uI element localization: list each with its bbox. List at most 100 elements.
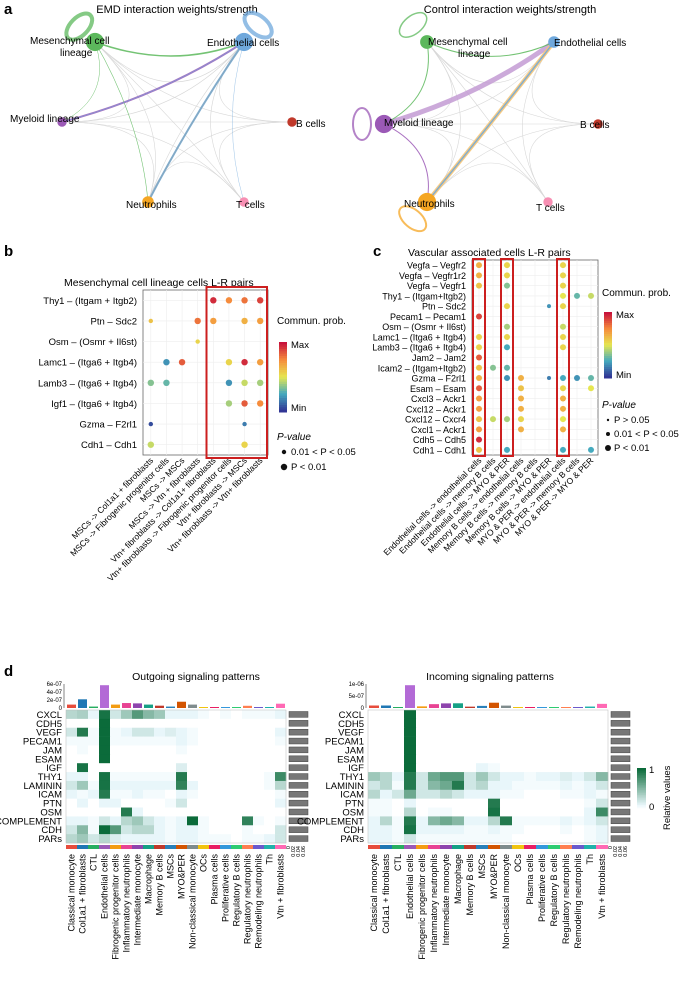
y-tick-label: Jam2 – Jam2: [412, 353, 466, 363]
heat-cell: [572, 834, 585, 844]
interaction-edge: [94, 41, 149, 203]
heat-cell: [500, 816, 513, 826]
heat-cell: [512, 754, 525, 764]
legend-b-title: Commun. prob.: [277, 316, 346, 327]
heat-cell: [440, 789, 453, 799]
heat-cell: [231, 834, 243, 844]
y-tick-label: Lamb3 – (Itga6 + Itgb4): [372, 343, 466, 353]
column-color-strip: [596, 845, 608, 849]
heat-cell: [392, 807, 405, 817]
heat-cell: [253, 798, 265, 808]
heat-cell: [476, 780, 489, 791]
dot-mark: [256, 317, 264, 325]
heat-cell: [187, 825, 199, 835]
heat-cell: [242, 816, 254, 826]
dot-mark: [476, 385, 482, 392]
heat-cell: [242, 736, 254, 746]
panel-label-c: c: [373, 243, 381, 260]
colorbar-segment: [604, 312, 612, 315]
dot-mark: [504, 416, 510, 423]
heat-cell: [176, 789, 188, 799]
node-label: Endothelial cells: [554, 38, 626, 49]
column-color-strip: [154, 845, 165, 849]
heat-cell: [264, 718, 276, 729]
heat-cell: [275, 754, 287, 764]
colorbar-segment: [604, 367, 612, 370]
column-label: Remodeling neutrophils: [254, 854, 264, 949]
heat-cell: [488, 710, 501, 720]
row-total-bar: [288, 720, 309, 727]
heat-cell: [132, 710, 144, 720]
column-label: Classical monocyte: [369, 854, 379, 932]
heat-cell: [242, 754, 254, 764]
heat-cell: [88, 718, 100, 729]
heat-cell: [392, 772, 405, 782]
heat-cell: [464, 763, 477, 773]
heat-cell: [464, 789, 477, 799]
heat-cell: [176, 718, 188, 729]
top-bar: [501, 705, 511, 708]
heat-colorbar-segment: [637, 806, 646, 809]
heat-cell: [488, 754, 501, 764]
heat-cell: [209, 816, 221, 826]
heat-cell: [110, 834, 122, 844]
column-label: Non-classical monocyte: [501, 854, 511, 949]
heat-cell: [209, 825, 221, 835]
heat-cell: [500, 834, 513, 844]
heat-cell: [220, 789, 232, 799]
heat-cell: [440, 825, 453, 835]
heat-cell: [264, 798, 276, 808]
dot-mark: [504, 375, 510, 382]
top-bar: [597, 703, 607, 708]
top-bar: [441, 703, 451, 708]
heat-cell: [380, 789, 393, 799]
mesenchymal-lr-dotplot: Mesenchymal cell lineage cells L-R pairs…: [38, 277, 356, 583]
row-total-bar: [610, 791, 631, 798]
top-bar: [381, 705, 391, 708]
heat-cell: [476, 710, 489, 720]
heat-cell: [99, 710, 111, 720]
row-label: PARs: [340, 834, 364, 845]
colorbar-segment: [279, 356, 287, 359]
heat-cell: [464, 772, 477, 782]
heat-cell: [392, 834, 405, 844]
heat-cell: [512, 710, 525, 720]
legend-c-title: Commun. prob.: [602, 288, 671, 299]
colorbar-segment: [604, 318, 612, 322]
heat-cell: [452, 754, 465, 764]
colorbar-segment: [604, 325, 612, 328]
heat-cell: [231, 736, 243, 746]
self-loop-edge: [398, 11, 428, 39]
heat-cell: [452, 825, 465, 835]
heat-colorbar-segment: [637, 784, 646, 787]
column-label: Fibrogenic progenitor cells: [111, 854, 121, 960]
heat-cell: [165, 816, 177, 826]
heat-cell: [77, 710, 89, 720]
heat-cell: [368, 754, 381, 764]
heat-cell: [368, 772, 381, 782]
heat-cell: [440, 710, 453, 720]
heat-cell: [220, 807, 232, 817]
column-color-strip: [404, 845, 416, 849]
heat-cell: [143, 718, 155, 729]
legend-b-p1: 0.01 < P < 0.05: [291, 447, 356, 458]
dot-mark: [504, 344, 510, 351]
column-label: CTL: [89, 854, 99, 871]
heat-cell: [452, 736, 465, 746]
heat-cell: [584, 763, 597, 773]
heat-cell: [416, 754, 429, 764]
heat-cell: [548, 798, 561, 808]
heat-cell: [500, 710, 513, 720]
heat-cell: [452, 834, 465, 844]
heat-cell: [524, 718, 537, 729]
heat-cell: [264, 763, 276, 773]
row-total-bar: [288, 755, 309, 762]
row-label: JAM: [345, 745, 364, 756]
heat-cell: [66, 789, 78, 799]
y-tick-label: Vegfa – Vegfr2: [407, 261, 466, 271]
mesh-edge: [219, 121, 293, 203]
heatmap-frame: [367, 709, 609, 844]
highlight-box: [500, 258, 514, 457]
heat-cell: [220, 763, 232, 773]
heat-cell: [143, 754, 155, 764]
